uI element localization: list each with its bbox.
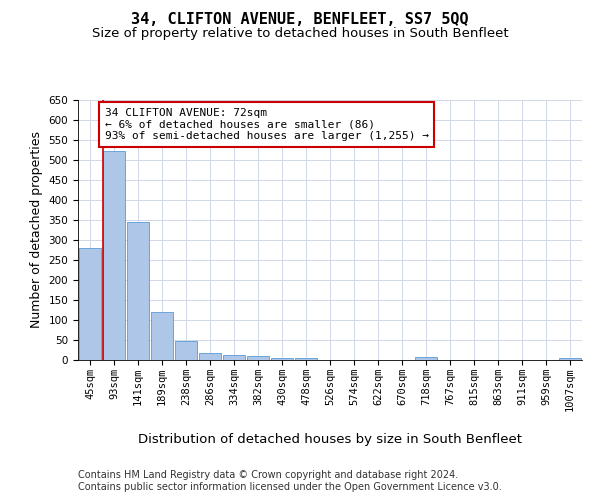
Bar (295, 358, 317, 360)
Text: Distribution of detached houses by size in South Benfleet: Distribution of detached houses by size … (138, 432, 522, 446)
Text: 34, CLIFTON AVENUE, BENFLEET, SS7 5QQ: 34, CLIFTON AVENUE, BENFLEET, SS7 5QQ (131, 12, 469, 28)
Text: Contains public sector information licensed under the Open Government Licence v3: Contains public sector information licen… (78, 482, 502, 492)
Bar (415, 357, 437, 360)
Text: Size of property relative to detached houses in South Benfleet: Size of property relative to detached ho… (92, 28, 508, 40)
Bar (175, 341, 197, 360)
Text: 34 CLIFTON AVENUE: 72sqm
← 6% of detached houses are smaller (86)
93% of semi-de: 34 CLIFTON AVENUE: 72sqm ← 6% of detache… (105, 108, 429, 141)
Bar (127, 222, 149, 360)
Text: Contains HM Land Registry data © Crown copyright and database right 2024.: Contains HM Land Registry data © Crown c… (78, 470, 458, 480)
Bar (559, 358, 581, 360)
Bar (103, 151, 125, 360)
Bar (223, 355, 245, 360)
Bar (247, 356, 269, 360)
Bar (271, 358, 293, 360)
Bar (79, 248, 101, 360)
Y-axis label: Number of detached properties: Number of detached properties (30, 132, 43, 328)
Bar (199, 353, 221, 360)
Bar (151, 312, 173, 360)
